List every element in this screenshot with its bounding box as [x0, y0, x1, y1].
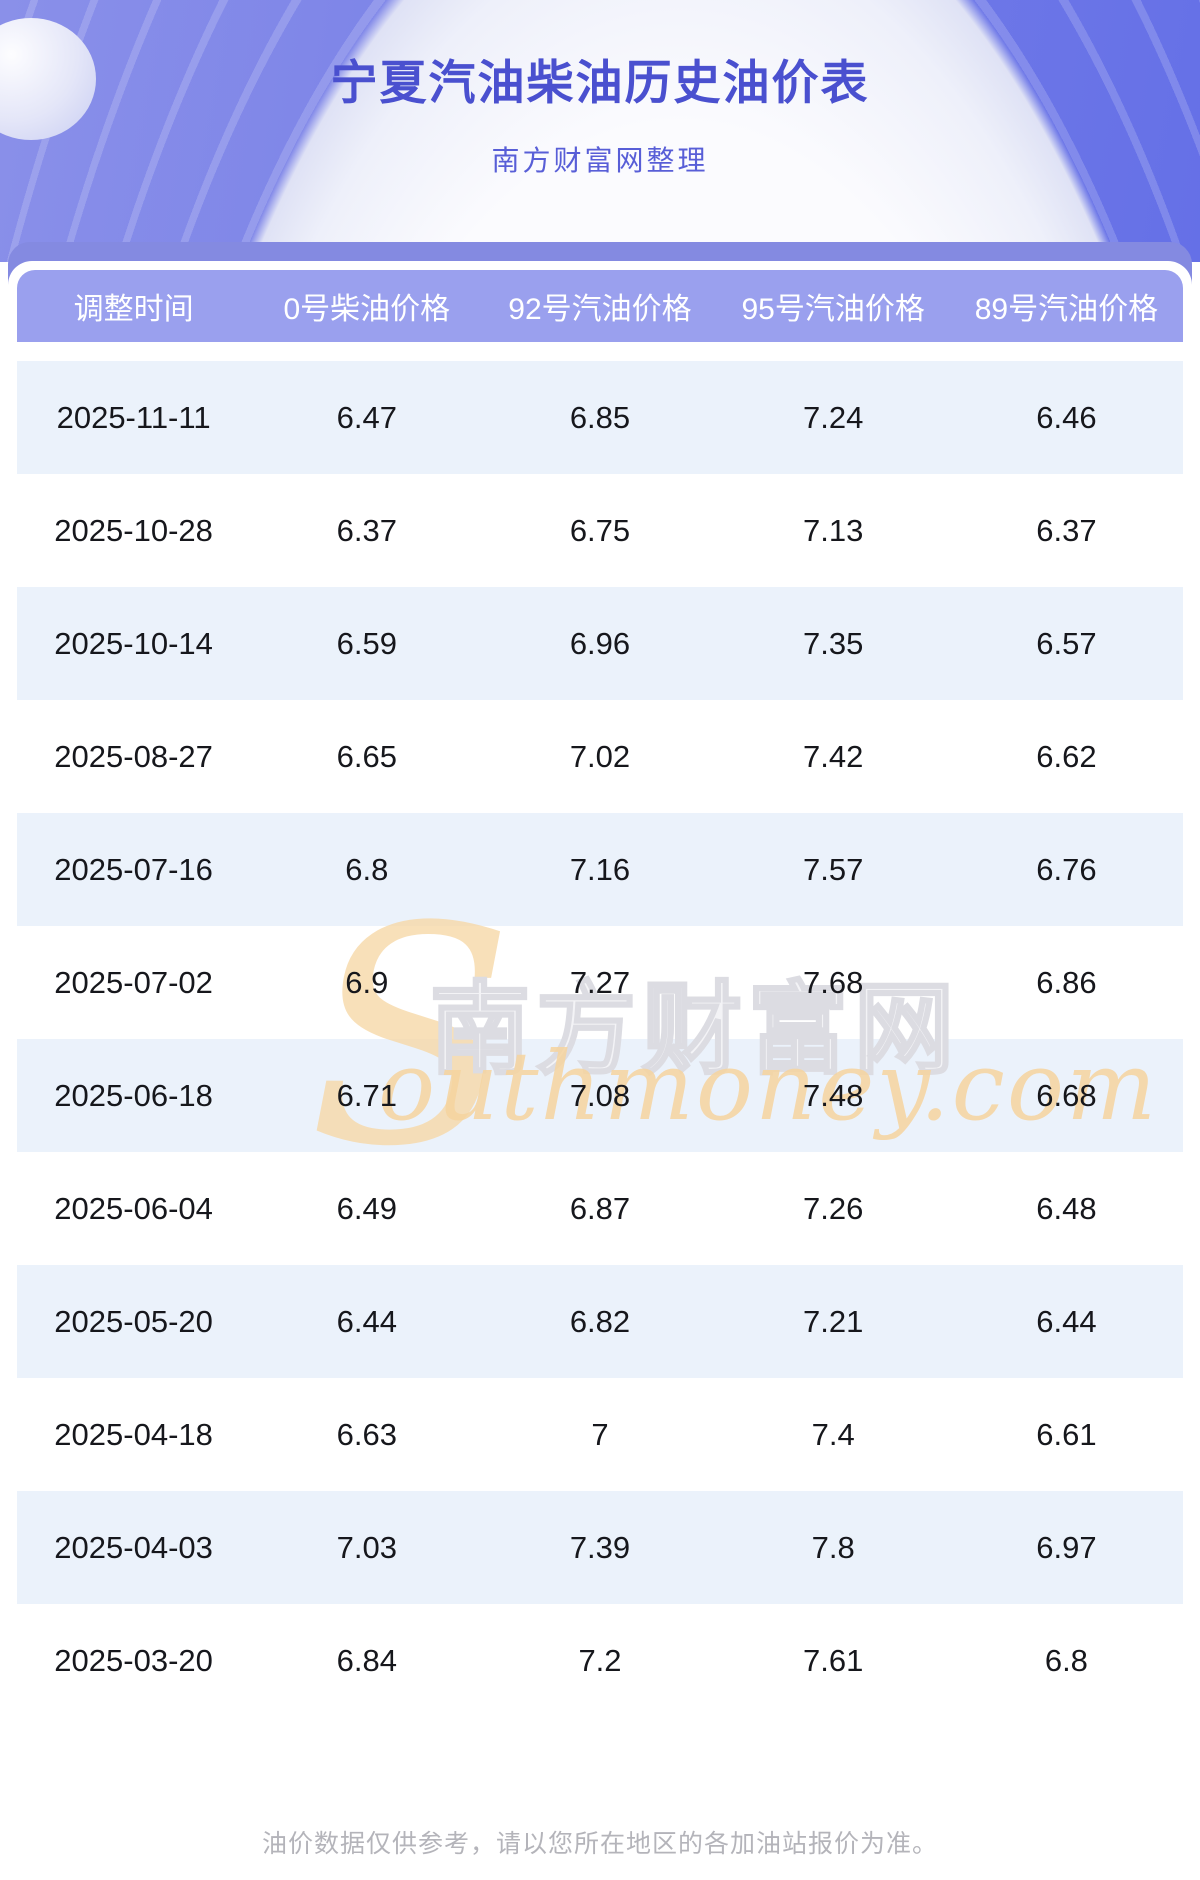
price-cell: 6.61 [1036, 1416, 1097, 1452]
price-cell: 7.08 [569, 1077, 631, 1113]
disclaimer-text: 油价数据仅供参考，请以您所在地区的各加油站报价为准。 [261, 1830, 938, 1858]
date-cell: 2025-04-18 [54, 1416, 213, 1452]
price-cell: 7.16 [569, 851, 631, 887]
price-cell: 6.82 [569, 1303, 631, 1339]
price-cell: 7.8 [811, 1529, 855, 1565]
price-cell: 7.27 [569, 964, 631, 1000]
price-cell: 6.85 [569, 399, 631, 435]
price-cell: 6.63 [336, 1416, 397, 1452]
price-cell: 7.42 [803, 738, 864, 774]
date-cell: 2025-08-27 [54, 738, 213, 774]
price-cell: 6.37 [336, 512, 397, 548]
table-header-row: 调整时间 0号柴油价格 92号汽油价格 95号汽油价格 89号汽油价格 [17, 270, 1183, 342]
date-cell: 2025-06-04 [54, 1190, 213, 1226]
table-row: 2025-06-18 6.71 7.08 7.48 6.68 [17, 1039, 1183, 1152]
price-cell: 7.24 [803, 399, 864, 435]
table-row: 2025-10-28 6.37 6.75 7.13 6.37 [17, 474, 1183, 587]
date-cell: 2025-04-03 [54, 1529, 213, 1565]
page-header: 宁夏汽油柴油历史油价表 南方财富网整理 [0, 0, 1200, 262]
price-cell: 6.8 [345, 851, 389, 887]
price-cell: 6.48 [1036, 1190, 1097, 1226]
date-cell: 2025-10-14 [54, 625, 213, 661]
table-row: 2025-04-18 6.63 7 7.4 6.61 [17, 1378, 1183, 1491]
price-cell: 7.26 [803, 1190, 864, 1226]
column-header: 0号柴油价格 [283, 293, 451, 326]
price-cell: 6.65 [336, 738, 397, 774]
date-cell: 2025-10-28 [54, 512, 213, 548]
price-cell: 6.96 [569, 625, 631, 661]
price-cell: 7.13 [803, 512, 864, 548]
price-cell: 7.02 [569, 738, 631, 774]
price-cell: 6.44 [336, 1303, 397, 1339]
table-row: 2025-07-02 6.9 7.27 7.68 6.86 [17, 926, 1183, 1039]
table-row: 2025-10-14 6.59 6.96 7.35 6.57 [17, 587, 1183, 700]
price-cell: 7.61 [803, 1642, 864, 1678]
table-row: 2025-05-20 6.44 6.82 7.21 6.44 [17, 1265, 1183, 1378]
price-cell: 7.03 [336, 1529, 397, 1565]
price-cell: 6.59 [336, 625, 397, 661]
price-cell: 6.44 [1036, 1303, 1097, 1339]
date-cell: 2025-11-11 [56, 399, 211, 435]
page-title: 宁夏汽油柴油历史油价表 [330, 56, 870, 109]
price-cell: 6.37 [1036, 512, 1097, 548]
price-cell: 6.62 [1036, 738, 1097, 774]
table-row: 2025-08-27 6.65 7.02 7.42 6.62 [17, 700, 1183, 813]
page-subtitle: 南方财富网整理 [491, 145, 709, 176]
date-cell: 2025-07-02 [54, 964, 213, 1000]
price-cell: 6.9 [345, 964, 389, 1000]
price-cell: 7.39 [569, 1529, 631, 1565]
date-cell: 2025-05-20 [54, 1303, 213, 1339]
price-cell: 6.68 [1036, 1077, 1097, 1113]
price-cell: 7.21 [803, 1303, 864, 1339]
price-cell: 7.2 [578, 1642, 622, 1678]
price-cell: 7.57 [803, 851, 864, 887]
date-cell: 2025-06-18 [54, 1077, 213, 1113]
date-cell: 2025-07-16 [54, 851, 213, 887]
column-header: 95号汽油价格 [741, 293, 925, 326]
table-row: 2025-06-04 6.49 6.87 7.26 6.48 [17, 1152, 1183, 1265]
table-body: 2025-11-11 6.47 6.85 7.24 6.46 2025-10-28 6.37… [17, 361, 1183, 1717]
price-cell: 6.76 [1036, 851, 1097, 887]
date-cell: 2025-03-20 [54, 1642, 213, 1678]
price-cell: 6.75 [569, 512, 631, 548]
price-cell: 6.87 [569, 1190, 631, 1226]
table-row: 2025-11-11 6.47 6.85 7.24 6.46 [17, 361, 1183, 474]
price-cell: 7.48 [803, 1077, 864, 1113]
price-cell: 6.49 [336, 1190, 397, 1226]
price-cell: 6.47 [336, 399, 397, 435]
price-cell: 7.4 [811, 1416, 855, 1452]
table-row: 2025-04-03 7.03 7.39 7.8 6.97 [17, 1491, 1183, 1604]
price-cell: 7.35 [803, 625, 864, 661]
price-cell: 6.8 [1044, 1642, 1088, 1678]
price-cell: 6.71 [336, 1077, 397, 1113]
price-cell: 7.68 [803, 964, 864, 1000]
table-card: 调整时间 0号柴油价格 92号汽油价格 95号汽油价格 89号汽油价格 2025-11-… [8, 261, 1192, 1880]
header-text-block: 宁夏汽油柴油历史油价表 南方财富网整理 [0, 0, 1200, 179]
price-cell: 6.86 [1036, 964, 1097, 1000]
column-header: 92号汽油价格 [508, 293, 692, 326]
price-cell: 6.84 [336, 1642, 397, 1678]
price-cell: 6.97 [1036, 1529, 1097, 1565]
price-cell: 6.57 [1036, 625, 1097, 661]
table-row: 2025-07-16 6.8 7.16 7.57 6.76 [17, 813, 1183, 926]
table-row: 2025-03-20 6.84 7.2 7.61 6.8 [17, 1604, 1183, 1717]
column-header: 89号汽油价格 [974, 293, 1159, 326]
column-header: 调整时间 [73, 293, 194, 326]
price-cell: 6.46 [1036, 399, 1097, 435]
price-cell: 7 [591, 1416, 609, 1452]
